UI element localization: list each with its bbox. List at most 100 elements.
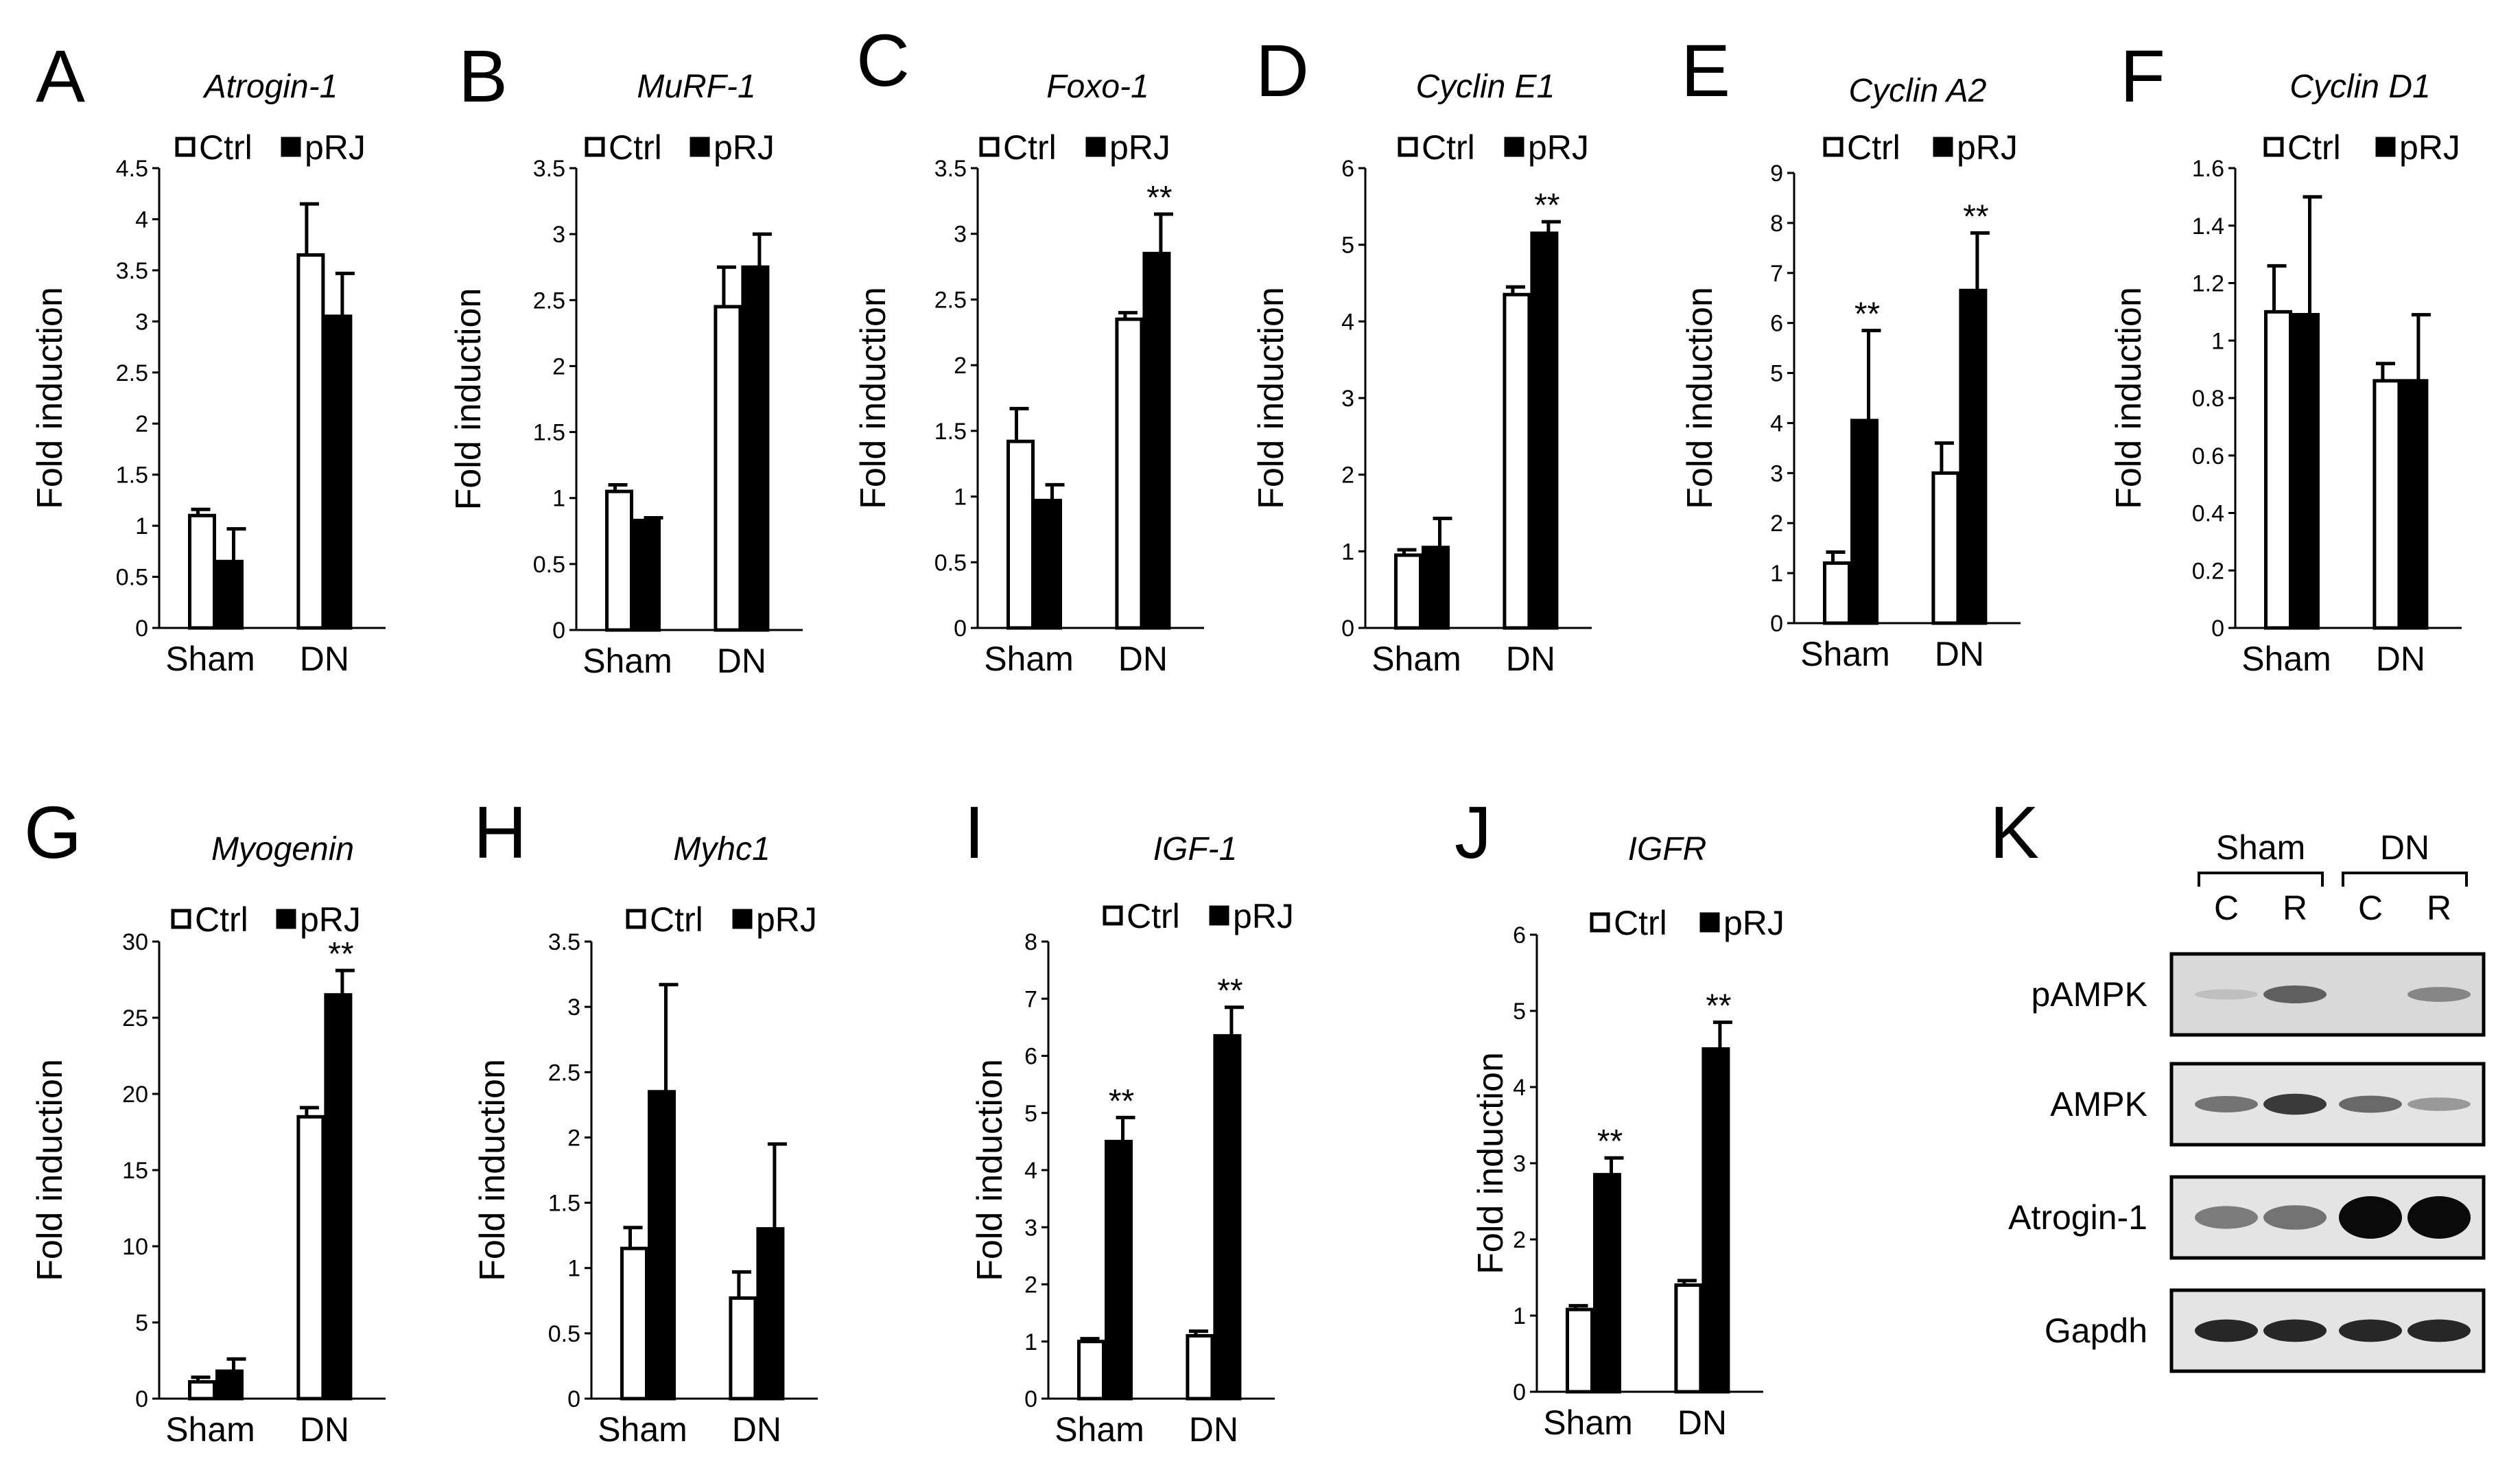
- y-tick-label: 0.5: [116, 565, 148, 591]
- y-tick-label: 8: [1770, 211, 1783, 237]
- bar-prj-dn: [741, 265, 770, 632]
- legend-swatch-ctrl: [1398, 137, 1418, 157]
- y-tick-label: 4: [1770, 410, 1783, 436]
- chart-panel-B: B MuRF-1 Ctrl pRJ 0 0.5 1 1.5 2 2.5 3 3.5 Fold induc…: [449, 34, 803, 680]
- chart-panel-D: D Cyclin E1 Ctrl pRJ 0 1 2 3 4 5 6 Fold induction Sh…: [1251, 29, 1592, 678]
- y-tick-label: 2: [1513, 1227, 1526, 1253]
- legend-label-prj: pRJ: [305, 128, 366, 167]
- y-tick-label: 0.8: [2192, 386, 2224, 412]
- bar-prj-dn: [1530, 231, 1559, 630]
- legend-label-prj: pRJ: [300, 900, 361, 939]
- blot-row-label-ampk: AMPK: [2050, 1085, 2147, 1123]
- legend-label-ctrl: Ctrl: [199, 128, 252, 167]
- significance-marker: **: [1854, 296, 1880, 333]
- x-tick-label-sham: Sham: [582, 642, 672, 680]
- y-tick-label: 2.5: [116, 360, 148, 386]
- y-tick-label: 1.2: [2192, 271, 2224, 297]
- chart-title: Foxo-1: [1046, 69, 1149, 105]
- y-tick-label: 0.6: [2192, 443, 2224, 469]
- panel-letter: H: [473, 791, 527, 874]
- panel-letter: F: [2120, 34, 2165, 117]
- legend-label-ctrl: Ctrl: [609, 128, 662, 167]
- x-tick-label-sham: Sham: [165, 1410, 255, 1449]
- y-tick-label: 15: [122, 1158, 148, 1184]
- y-tick-label: 2.5: [934, 287, 967, 313]
- y-tick-label: 1: [2211, 328, 2224, 354]
- y-tick-label: 0: [1341, 616, 1354, 642]
- bar-prj-dn: [2400, 379, 2429, 630]
- y-tick-label: 5: [1024, 1101, 1037, 1127]
- blot-band-pampk-2: [2263, 985, 2327, 1004]
- chart-panel-G: G Myogenin Ctrl pRJ 0 5 10 15 20 25 30 Fold inducti…: [24, 791, 386, 1449]
- legend-label-ctrl: Ctrl: [650, 900, 703, 939]
- bar-prj-sham: [648, 1090, 676, 1401]
- x-tick-label-dn: DN: [300, 640, 349, 678]
- chart-panel-I: I IGF-1 Ctrl pRJ 0 1 2 3 4 5 6 7 8 Fold induction Sham…: [964, 791, 1294, 1449]
- y-tick-label: 3.5: [934, 156, 967, 182]
- bar-ctrl-sham: [620, 1246, 648, 1401]
- blot-band-gapdh-1: [2195, 1319, 2258, 1342]
- y-tick-label: 2.5: [533, 288, 565, 314]
- panel-letter: B: [458, 34, 508, 117]
- y-tick-label: 9: [1770, 161, 1783, 187]
- chart-title: Cyclin E1: [1416, 69, 1555, 105]
- y-tick-label: 0: [135, 616, 148, 642]
- panel-letter: D: [1256, 29, 1309, 112]
- legend-label-ctrl: Ctrl: [1614, 904, 1667, 942]
- bar-ctrl-sham: [2264, 310, 2292, 630]
- x-tick-label-dn: DN: [2376, 640, 2425, 678]
- y-tick-label: 4.5: [116, 156, 148, 182]
- y-axis-label: Fold induction: [473, 1059, 513, 1281]
- y-tick-label: 30: [122, 929, 148, 955]
- x-tick-label-dn: DN: [300, 1410, 349, 1449]
- bar-ctrl-sham: [1077, 1340, 1105, 1401]
- legend-label-prj: pRJ: [1723, 904, 1785, 942]
- y-tick-label: 3: [1513, 1151, 1526, 1177]
- y-tick-label: 2: [954, 353, 967, 379]
- legend-swatch-prj: [1209, 905, 1229, 926]
- bar-prj-dn: [1213, 1034, 1242, 1401]
- x-tick-label-sham: Sham: [2241, 640, 2331, 678]
- y-tick-label: 1: [1770, 561, 1783, 587]
- blot-band-atrogin-1-3: [2339, 1196, 2402, 1239]
- y-tick-label: 0.5: [548, 1321, 580, 1347]
- legend-label-prj: pRJ: [1233, 897, 1294, 935]
- y-tick-label: 3.5: [533, 156, 565, 182]
- blot-band-ampk-3: [2339, 1095, 2402, 1113]
- x-tick-label-dn: DN: [1506, 640, 1555, 678]
- panel-letter: I: [964, 791, 985, 874]
- y-tick-label: 0: [1513, 1379, 1526, 1405]
- legend-swatch-ctrl: [2263, 137, 2284, 157]
- legend-swatch-prj: [276, 909, 296, 929]
- y-tick-label: 0.5: [934, 550, 967, 576]
- chart-panel-A: A Atrogin-1 Ctrl pRJ 0 0.5 1 1.5 2 2.5 3 3.5 4 4.5 Fol…: [30, 34, 386, 678]
- y-tick-label: 5: [1341, 233, 1354, 259]
- blot-group-bracket: [2198, 872, 2324, 887]
- legend-swatch-prj: [1085, 137, 1106, 157]
- chart-panel-E: E Cyclin A2 Ctrl pRJ 0 1 2 3 4 5 6 7 8 9 Fold inductio…: [1680, 29, 2021, 673]
- y-tick-label: 1: [552, 486, 565, 512]
- significance-marker: **: [1963, 198, 1988, 235]
- blot-band-pampk-1: [2195, 989, 2258, 1000]
- y-tick-label: 4: [135, 207, 148, 233]
- significance-marker: **: [1146, 180, 1172, 216]
- y-tick-label: 8: [1024, 929, 1037, 955]
- blot-group-bracket: [2342, 872, 2468, 887]
- y-axis-label: Fold induction: [970, 1059, 1010, 1281]
- blot-group-sham: Sham: [2216, 828, 2306, 867]
- y-axis-label: Fold induction: [449, 288, 488, 511]
- x-tick-label-dn: DN: [732, 1410, 781, 1449]
- y-tick-label: 2: [1024, 1272, 1037, 1298]
- significance-marker: **: [1597, 1123, 1623, 1160]
- significance-marker: **: [1534, 187, 1559, 224]
- legend-swatch-prj: [281, 137, 301, 157]
- y-tick-label: 10: [122, 1234, 148, 1260]
- y-tick-label: 7: [1024, 986, 1037, 1012]
- bar-prj-sham: [1422, 546, 1450, 630]
- chart-panel-C: C Foxo-1 Ctrl pRJ 0 0.5 1 1.5 2 2.5 3 3.5 Fold induc…: [853, 19, 1204, 678]
- blot-lane-label: R: [2283, 889, 2307, 927]
- bar-prj-sham: [215, 559, 244, 630]
- panel-letter: J: [1455, 791, 1492, 874]
- blot-band-pampk-4: [2407, 987, 2471, 1002]
- blot-band-atrogin-1-2: [2263, 1205, 2327, 1230]
